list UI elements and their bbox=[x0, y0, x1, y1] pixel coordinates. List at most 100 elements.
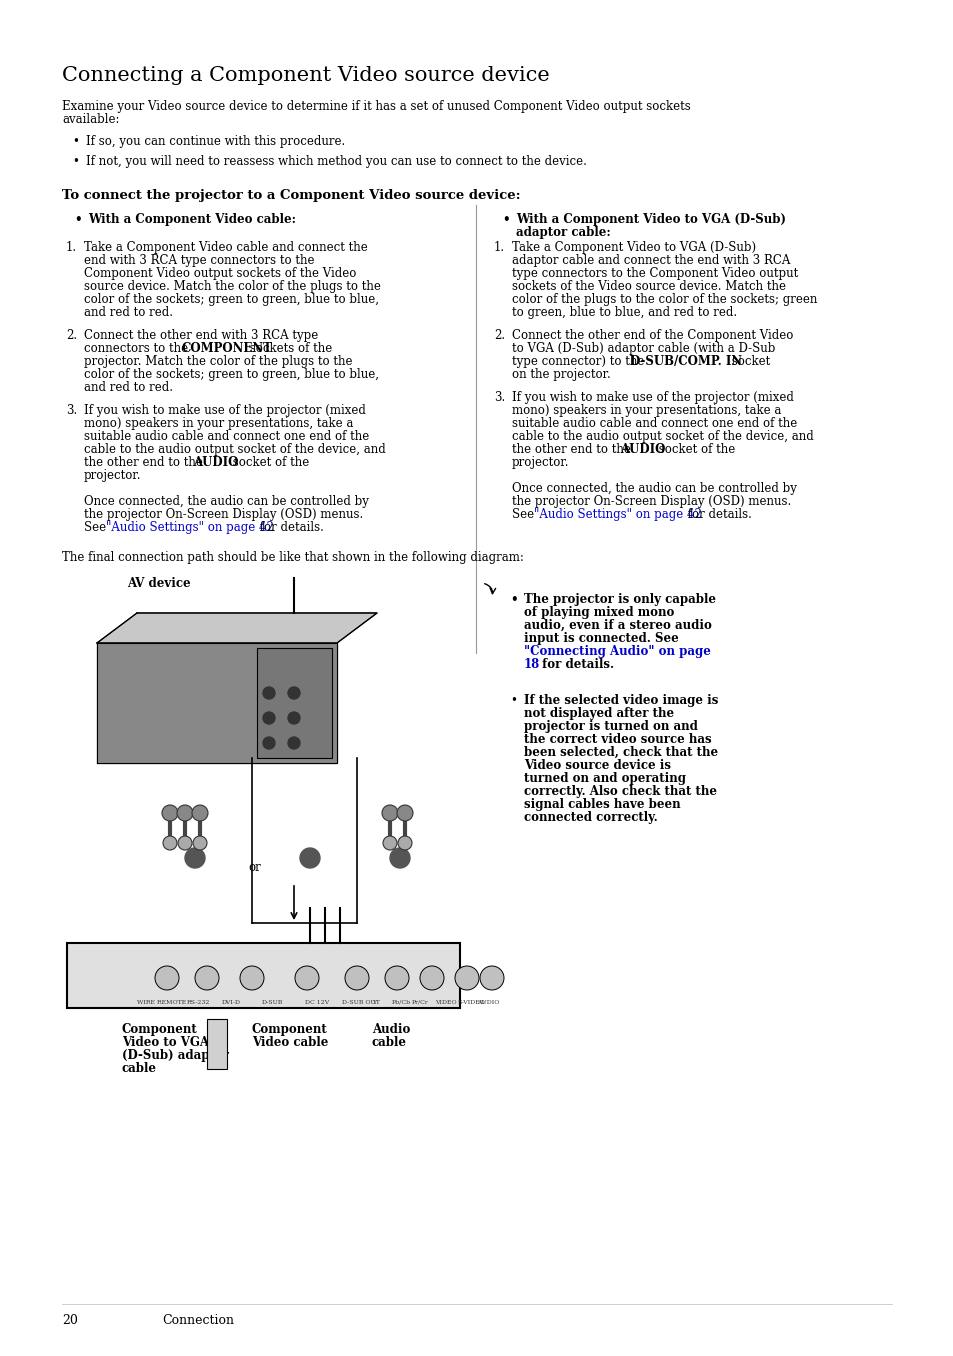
Text: 3.: 3. bbox=[494, 391, 505, 404]
Text: "Audio Settings" on page 42: "Audio Settings" on page 42 bbox=[106, 521, 274, 534]
Text: •: • bbox=[510, 593, 517, 606]
Text: The projector is only capable: The projector is only capable bbox=[523, 593, 716, 606]
Text: on the projector.: on the projector. bbox=[512, 367, 610, 381]
Text: type connector) to the: type connector) to the bbox=[512, 355, 647, 367]
Text: Pr/Cr: Pr/Cr bbox=[412, 999, 428, 1005]
Text: •: • bbox=[71, 155, 79, 168]
Text: projector.: projector. bbox=[512, 456, 569, 469]
Text: •: • bbox=[510, 694, 517, 706]
Circle shape bbox=[263, 712, 274, 724]
Text: DVI-D: DVI-D bbox=[222, 999, 241, 1005]
Text: See: See bbox=[84, 521, 110, 534]
Text: 1: 1 bbox=[192, 848, 198, 857]
Text: projector.: projector. bbox=[84, 469, 141, 481]
Text: D-SUB/COMP. IN: D-SUB/COMP. IN bbox=[629, 355, 741, 367]
Text: cable: cable bbox=[372, 1036, 407, 1050]
Text: If you wish to make use of the projector (mixed: If you wish to make use of the projector… bbox=[84, 404, 366, 418]
Text: adaptor cable and connect the end with 3 RCA: adaptor cable and connect the end with 3… bbox=[512, 254, 789, 267]
Text: the projector On-Screen Display (OSD) menus.: the projector On-Screen Display (OSD) me… bbox=[512, 495, 790, 508]
Text: Examine your Video source device to determine if it has a set of unused Componen: Examine your Video source device to dete… bbox=[62, 100, 690, 113]
Text: The final connection path should be like that shown in the following diagram:: The final connection path should be like… bbox=[62, 551, 523, 564]
Text: 1.: 1. bbox=[66, 241, 77, 254]
Text: 18: 18 bbox=[523, 658, 539, 671]
Text: With a Component Video cable:: With a Component Video cable: bbox=[88, 213, 295, 226]
Text: DC 12V: DC 12V bbox=[305, 999, 329, 1005]
Text: Audio: Audio bbox=[372, 1022, 410, 1036]
Circle shape bbox=[479, 965, 503, 990]
Text: Connecting a Component Video source device: Connecting a Component Video source devi… bbox=[62, 66, 549, 85]
Text: mono) speakers in your presentations, take a: mono) speakers in your presentations, ta… bbox=[512, 404, 781, 418]
Text: or: or bbox=[248, 861, 260, 875]
Text: Once connected, the audio can be controlled by: Once connected, the audio can be control… bbox=[512, 481, 796, 495]
Circle shape bbox=[154, 965, 179, 990]
Text: If not, you will need to reassess which method you can use to connect to the dev: If not, you will need to reassess which … bbox=[86, 155, 586, 168]
Text: "Audio Settings" on page 42: "Audio Settings" on page 42 bbox=[534, 508, 701, 521]
Text: 3: 3 bbox=[396, 848, 403, 857]
Circle shape bbox=[385, 965, 409, 990]
Circle shape bbox=[390, 848, 410, 868]
Text: If the selected video image is: If the selected video image is bbox=[523, 694, 718, 706]
Text: D-SUB: D-SUB bbox=[262, 999, 283, 1005]
Polygon shape bbox=[97, 613, 376, 643]
Circle shape bbox=[345, 965, 369, 990]
Text: If so, you can continue with this procedure.: If so, you can continue with this proced… bbox=[86, 136, 345, 148]
Text: cable to the audio output socket of the device, and: cable to the audio output socket of the … bbox=[512, 430, 813, 443]
Text: source device. Match the color of the plugs to the: source device. Match the color of the pl… bbox=[84, 279, 380, 293]
Text: Take a Component Video to VGA (D-Sub): Take a Component Video to VGA (D-Sub) bbox=[512, 241, 756, 254]
Text: AUDIO: AUDIO bbox=[476, 999, 498, 1005]
Text: •: • bbox=[501, 213, 509, 226]
Circle shape bbox=[397, 837, 412, 850]
Text: 1: 1 bbox=[307, 848, 313, 857]
Text: correctly. Also check that the: correctly. Also check that the bbox=[523, 785, 717, 797]
Text: Component Video output sockets of the Video: Component Video output sockets of the Vi… bbox=[84, 267, 356, 279]
Circle shape bbox=[193, 837, 207, 850]
Text: COMPONENT: COMPONENT bbox=[182, 342, 273, 355]
Text: S-VIDEO: S-VIDEO bbox=[456, 999, 484, 1005]
Circle shape bbox=[163, 837, 177, 850]
Text: and red to red.: and red to red. bbox=[84, 381, 172, 395]
Circle shape bbox=[288, 712, 299, 724]
Text: AUDIO: AUDIO bbox=[619, 443, 664, 456]
Circle shape bbox=[455, 965, 478, 990]
Circle shape bbox=[299, 848, 319, 868]
Text: 2.: 2. bbox=[494, 330, 504, 342]
Text: the other end to the: the other end to the bbox=[84, 456, 207, 469]
Text: cable to the audio output socket of the device, and: cable to the audio output socket of the … bbox=[84, 443, 385, 456]
Text: 1.: 1. bbox=[494, 241, 504, 254]
Text: See: See bbox=[512, 508, 537, 521]
Circle shape bbox=[240, 965, 264, 990]
Circle shape bbox=[419, 965, 443, 990]
Text: connectors to the: connectors to the bbox=[84, 342, 192, 355]
Text: Video source device is: Video source device is bbox=[523, 759, 670, 772]
Text: 3.: 3. bbox=[66, 404, 77, 418]
Text: 2.: 2. bbox=[66, 330, 77, 342]
Circle shape bbox=[194, 965, 219, 990]
Circle shape bbox=[178, 837, 192, 850]
Circle shape bbox=[263, 687, 274, 698]
Text: socket of the: socket of the bbox=[229, 456, 309, 469]
Circle shape bbox=[288, 738, 299, 749]
Text: the other end to the: the other end to the bbox=[512, 443, 634, 456]
Text: of playing mixed mono: of playing mixed mono bbox=[523, 606, 674, 618]
Text: Component: Component bbox=[122, 1022, 197, 1036]
Text: AV device: AV device bbox=[127, 578, 191, 590]
Text: Connect the other end of the Component Video: Connect the other end of the Component V… bbox=[512, 330, 793, 342]
Text: to VGA (D-Sub) adaptor cable (with a D-Sub: to VGA (D-Sub) adaptor cable (with a D-S… bbox=[512, 342, 775, 355]
Text: color of the sockets; green to green, blue to blue,: color of the sockets; green to green, bl… bbox=[84, 293, 378, 306]
Text: for details.: for details. bbox=[537, 658, 614, 671]
Text: RS-232: RS-232 bbox=[187, 999, 211, 1005]
Text: mono) speakers in your presentations, take a: mono) speakers in your presentations, ta… bbox=[84, 418, 353, 430]
Text: been selected, check that the: been selected, check that the bbox=[523, 746, 718, 759]
Text: Y: Y bbox=[372, 999, 375, 1005]
Text: socket: socket bbox=[727, 355, 769, 367]
Text: socket of the: socket of the bbox=[655, 443, 735, 456]
Text: Component: Component bbox=[252, 1022, 328, 1036]
Text: •: • bbox=[74, 213, 82, 226]
Text: for details.: for details. bbox=[255, 521, 323, 534]
Text: the correct video source has: the correct video source has bbox=[523, 734, 711, 746]
Text: Connect the other end with 3 RCA type: Connect the other end with 3 RCA type bbox=[84, 330, 318, 342]
Text: adaptor cable:: adaptor cable: bbox=[516, 226, 610, 239]
Circle shape bbox=[185, 848, 205, 868]
Polygon shape bbox=[97, 613, 376, 643]
Circle shape bbox=[192, 805, 208, 820]
